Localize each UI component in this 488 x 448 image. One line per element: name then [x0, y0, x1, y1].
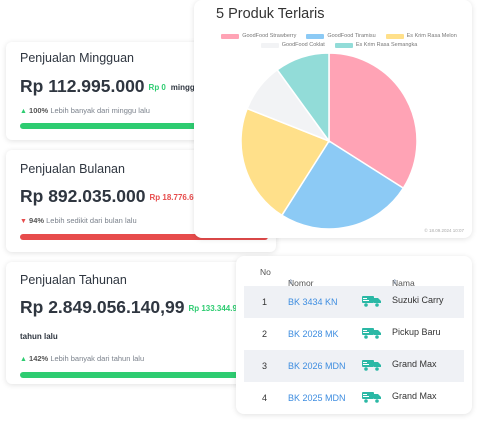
pie-chart [240, 52, 418, 230]
truck-icon[interactable] [362, 327, 382, 341]
weekly-note-text: Lebih banyak dari minggu lalu [50, 106, 150, 115]
top-products-chart-card: 5 Produk Terlaris GoodFood Strawberry Goo… [194, 0, 472, 238]
pie-slice[interactable] [276, 52, 330, 144]
row-number: 3 [262, 361, 268, 371]
caret-up-icon: ▲ [20, 356, 27, 363]
yearly-sales-title: Penjualan Tahunan [20, 273, 127, 287]
legend-label: GoodFood Strawberry [242, 33, 297, 39]
plate-link[interactable]: BK 2025 MDN [288, 393, 346, 403]
legend-swatch [221, 33, 240, 39]
pie-slice[interactable] [240, 107, 331, 217]
monthly-note: ▼ 94% Lebih sedikit dari bulan lalu [20, 216, 137, 225]
yearly-note: ▲ 142% Lebih banyak dari tahun lalu [20, 354, 144, 363]
chart-footer: © 18.09.2024 10:07 [424, 228, 464, 233]
weekly-amount-value: Rp 112.995.000 [20, 76, 145, 96]
vehicle-name: Pickup Baru [392, 327, 441, 337]
plate-link[interactable]: BK 3434 KN [288, 297, 338, 307]
legend-item[interactable]: GoodFood Coklat [260, 42, 325, 48]
legend-swatch [306, 33, 325, 39]
row-number: 2 [262, 329, 268, 339]
weekly-progress-bar [20, 123, 268, 129]
caret-up-icon: ▲ [20, 108, 27, 115]
weekly-period: minggu l [170, 83, 205, 92]
header-no: No [260, 267, 271, 277]
monthly-sales-title: Penjualan Bulanan [20, 162, 125, 176]
table-header: No Nomor Plat ⇕ Nama ⇕ [244, 256, 464, 298]
weekly-sales-amount: Rp 112.995.000 Rp 0 minggu l [20, 76, 204, 97]
legend-swatch [260, 42, 279, 48]
yearly-progress-bar [20, 372, 268, 378]
yearly-note-pct: 142% [29, 354, 49, 363]
legend-label: Es Krim Rasa Melon [406, 33, 457, 39]
pie-slice[interactable] [280, 139, 405, 230]
plate-link[interactable]: BK 2026 MDN [288, 361, 346, 371]
legend-row: GoodFood Coklat Es Krim Rasa Semangka [214, 42, 464, 48]
weekly-note: ▲ 100% Lebih banyak dari minggu lalu [20, 106, 150, 115]
yearly-amount-value: Rp 2.849.056.140,99 [20, 297, 185, 317]
row-number: 4 [262, 393, 268, 403]
vehicle-name: Suzuki Carry [392, 295, 444, 305]
legend-row: GoodFood Strawberry GoodFood Tiramisu Es K… [214, 33, 464, 39]
vehicle-table-card: No Nomor Plat ⇕ Nama ⇕ 1 BK 3434 KN Suzuki… [236, 256, 472, 414]
chart-legend: GoodFood Strawberry GoodFood Tiramisu Es K… [214, 33, 464, 51]
yearly-note-text: Lebih banyak dari tahun lalu [50, 354, 145, 363]
weekly-delta: Rp 0 [148, 83, 166, 92]
table-row: 2 BK 2028 MK Pickup Baru [244, 318, 464, 350]
truck-icon[interactable] [362, 391, 382, 405]
truck-icon[interactable] [362, 359, 382, 373]
monthly-note-text: Lebih sedikit dari bulan lalu [46, 216, 137, 225]
truck-icon[interactable] [362, 295, 382, 309]
header-nama-label: Nama [392, 278, 415, 288]
row-number: 1 [262, 297, 268, 307]
plate-link[interactable]: BK 2028 MK [288, 329, 339, 339]
legend-item[interactable]: Es Krim Rasa Melon [385, 33, 457, 39]
yearly-sales-card: Penjualan Tahunan Rp 2.849.056.140,99 Rp … [6, 262, 276, 384]
legend-item[interactable]: GoodFood Strawberry [221, 33, 296, 39]
legend-swatch [334, 42, 353, 48]
chart-title: 5 Produk Terlaris [216, 6, 325, 22]
legend-label: Es Krim Rasa Semangka [355, 42, 418, 48]
yearly-period: tahun lalu [20, 332, 58, 341]
yearly-sales-amount: Rp 2.849.056.140,99 Rp 133.344.95 [20, 297, 241, 318]
table-row: 4 BK 2025 MDN Grand Max [244, 382, 464, 414]
monthly-sales-amount: Rp 892.035.000 Rp 18.776.60 [20, 186, 198, 207]
table-row: 3 BK 2026 MDN Grand Max [244, 350, 464, 382]
legend-label: GoodFood Tiramisu [327, 33, 376, 39]
legend-label: GoodFood Coklat [281, 42, 325, 48]
weekly-note-pct: 100% [29, 106, 49, 115]
vehicle-name: Grand Max [392, 391, 437, 401]
sort-icon: ⇕ [288, 279, 294, 286]
monthly-progress-bar [20, 234, 268, 240]
sort-icon: ⇕ [392, 279, 398, 286]
vehicle-name: Grand Max [392, 359, 437, 369]
legend-item[interactable]: GoodFood Tiramisu [306, 33, 376, 39]
monthly-delta: Rp 18.776.60 [149, 193, 198, 202]
caret-down-icon: ▼ [20, 218, 27, 225]
legend-item[interactable]: Es Krim Rasa Semangka [334, 42, 418, 48]
table-row: 1 BK 3434 KN Suzuki Carry [244, 286, 464, 318]
monthly-amount-value: Rp 892.035.000 [20, 186, 146, 206]
weekly-sales-title: Penjualan Mingguan [20, 51, 134, 65]
monthly-note-pct: 94% [29, 216, 45, 225]
legend-swatch [385, 33, 404, 39]
yearly-delta: Rp 133.344.95 [188, 304, 242, 313]
